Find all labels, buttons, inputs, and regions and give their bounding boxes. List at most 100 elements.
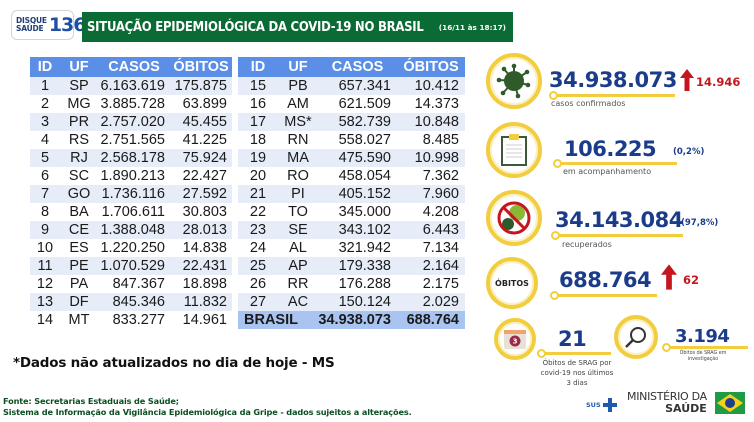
logo-number: 136 [48, 14, 87, 36]
table-row: 13 DF 845.346 11.832 [30, 293, 232, 311]
disque-saude-136-logo: DISQUE SAÚDE 136 [11, 10, 86, 40]
cell-uf: RJ [60, 149, 98, 167]
cell-obitos: 11.832 [170, 293, 232, 311]
col-casos: CASOS [98, 57, 170, 77]
cell-casos: 1.070.529 [98, 257, 170, 275]
cell-obitos: 7.134 [397, 239, 465, 257]
cell-casos: 345.000 [318, 203, 397, 221]
recovered-value: 34.143.084 [555, 208, 683, 232]
cell-id: 18 [238, 131, 278, 149]
table-row: 3 PR 2.757.020 45.455 [30, 113, 232, 131]
col-obitos: ÓBITOS [170, 57, 232, 77]
cell-id: 22 [238, 203, 278, 221]
cell-obitos: 2.164 [397, 257, 465, 275]
cell-uf: SP [60, 77, 98, 95]
table-row: 25 AP 179.338 2.164 [238, 257, 465, 275]
monitoring-pct: (0,2%) [673, 147, 705, 157]
cell-uf: PR [60, 113, 98, 131]
ministerio-saude-logo: MINISTÉRIO DA SAÚDE [627, 390, 707, 415]
cell-obitos: 14.373 [397, 95, 465, 113]
confirmed-icon-ring [486, 53, 542, 109]
cell-obitos: 7.960 [397, 185, 465, 203]
cell-uf: MA [278, 149, 318, 167]
cell-obitos: 2.029 [397, 293, 465, 311]
source-note: Fonte: Secretarias Estaduais de Saúde; S… [3, 396, 412, 418]
cell-id: 20 [238, 167, 278, 185]
table-row: 15 PB 657.341 10.412 [238, 77, 465, 95]
cell-id: 27 [238, 293, 278, 311]
cell-uf: RN [278, 131, 318, 149]
cell-casos: 150.124 [318, 293, 397, 311]
cell-uf: PA [60, 275, 98, 293]
cell-uf: RR [278, 275, 318, 293]
table-row: 22 TO 345.000 4.208 [238, 203, 465, 221]
table-row: 12 PA 847.367 18.898 [30, 275, 232, 293]
table-row: 10 ES 1.220.250 14.838 [30, 239, 232, 257]
cell-casos: 2.568.178 [98, 149, 170, 167]
cell-casos: 1.890.213 [98, 167, 170, 185]
cell-obitos: 14.961 [170, 311, 232, 329]
cell-uf: TO [278, 203, 318, 221]
title-bar: SITUAÇÃO EPIDEMIOLÓGICA DA COVID-19 NO B… [82, 12, 513, 42]
table-row: 8 BA 1.706.611 30.803 [30, 203, 232, 221]
table-row: 21 PI 405.152 7.960 [238, 185, 465, 203]
cell-obitos: 14.838 [170, 239, 232, 257]
table-row: 11 PE 1.070.529 22.431 [30, 257, 232, 275]
table-row: 18 RN 558.027 8.485 [238, 131, 465, 149]
states-table-left: ID UF CASOS ÓBITOS 1 SP 6.163.619 175.875 2 M… [30, 57, 232, 329]
cell-id: 9 [30, 221, 60, 239]
cell-obitos: 8.485 [397, 131, 465, 149]
cell-uf: AL [278, 239, 318, 257]
cell-obitos: 10.848 [397, 113, 465, 131]
cell-obitos: 10.412 [397, 77, 465, 95]
cell-id: 14 [30, 311, 60, 329]
cell-casos: 2.751.565 [98, 131, 170, 149]
cell-uf: AM [278, 95, 318, 113]
table-row: 7 GO 1.736.116 27.592 [30, 185, 232, 203]
cell-casos: 458.054 [318, 167, 397, 185]
cell-casos: 558.027 [318, 131, 397, 149]
cell-uf: AP [278, 257, 318, 275]
col-casos: CASOS [318, 57, 397, 77]
cell-uf: AC [278, 293, 318, 311]
cell-uf: RS [60, 131, 98, 149]
cell-uf: RO [278, 167, 318, 185]
cell-id: 16 [238, 95, 278, 113]
table-row: 9 CE 1.388.048 28.013 [30, 221, 232, 239]
virus-icon [496, 63, 531, 99]
cell-id: 2 [30, 95, 60, 113]
cell-uf: GO [60, 185, 98, 203]
cell-casos: 475.590 [318, 149, 397, 167]
cell-id: 26 [238, 275, 278, 293]
logo-line1: DISQUE [16, 16, 47, 25]
srag-investigation-value: 3.194 [675, 326, 730, 347]
cell-uf: BA [60, 203, 98, 221]
cell-id: 10 [30, 239, 60, 257]
col-id: ID [238, 57, 278, 77]
arrow-up-icon [661, 264, 677, 290]
logo-line2: SAÚDE [16, 24, 44, 33]
cell-id: 8 [30, 203, 60, 221]
cell-uf: SC [60, 167, 98, 185]
cell-casos: 321.942 [318, 239, 397, 257]
monitoring-value: 106.225 [564, 137, 657, 161]
table-header-row: ID UF CASOS ÓBITOS [30, 57, 232, 77]
cell-obitos: 4.208 [397, 203, 465, 221]
cell-obitos: 63.899 [170, 95, 232, 113]
cell-casos: 621.509 [318, 95, 397, 113]
srag-recent-icon-ring: 3 [494, 318, 536, 360]
cell-id: 21 [238, 185, 278, 203]
monitoring-icon-ring [486, 122, 542, 178]
cell-obitos: 45.455 [170, 113, 232, 131]
cell-uf: SE [278, 221, 318, 239]
cell-casos: 179.338 [318, 257, 397, 275]
cell-casos: 847.367 [98, 275, 170, 293]
cell-casos: 3.885.728 [98, 95, 170, 113]
col-uf: UF [278, 57, 318, 77]
col-uf: UF [60, 57, 98, 77]
table-row: 17 MS* 582.739 10.848 [238, 113, 465, 131]
confirmed-label: casos confirmados [551, 99, 626, 108]
cell-uf: MT [60, 311, 98, 329]
table-row: 20 RO 458.054 7.362 [238, 167, 465, 185]
cell-id: 12 [30, 275, 60, 293]
